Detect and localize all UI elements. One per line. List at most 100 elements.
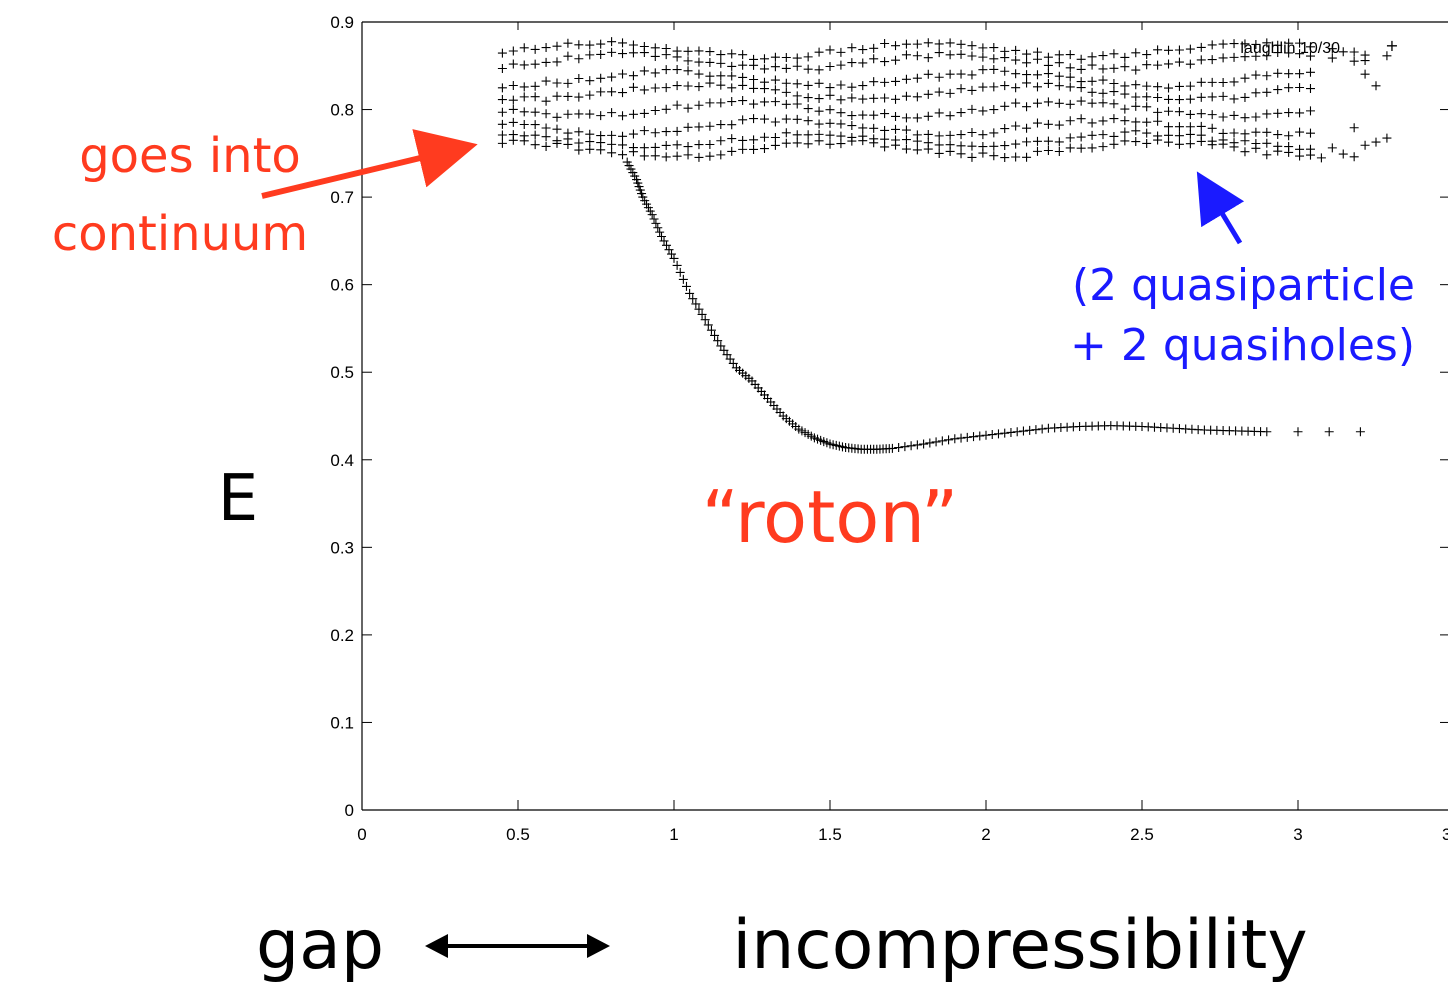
data-point bbox=[923, 138, 933, 148]
data-point bbox=[697, 309, 707, 319]
data-point bbox=[1338, 47, 1348, 57]
data-point bbox=[1043, 60, 1053, 70]
data-point bbox=[1240, 92, 1250, 102]
data-point bbox=[934, 87, 944, 97]
data-point bbox=[1153, 131, 1163, 141]
data-point bbox=[803, 116, 813, 126]
double-arrow-right-head bbox=[587, 934, 610, 958]
data-point bbox=[1164, 59, 1174, 69]
data-point bbox=[1153, 82, 1163, 92]
data-point bbox=[585, 109, 595, 119]
data-point bbox=[1006, 427, 1016, 437]
data-point bbox=[1022, 78, 1032, 88]
data-point bbox=[607, 148, 617, 158]
data-point bbox=[1120, 62, 1130, 72]
data-point bbox=[738, 115, 748, 125]
data-point bbox=[1174, 81, 1184, 91]
data-point bbox=[530, 140, 540, 150]
data-point bbox=[869, 77, 879, 87]
data-point bbox=[1109, 131, 1119, 141]
continuum-arrow bbox=[261, 129, 478, 199]
data-point bbox=[1284, 108, 1294, 118]
data-point bbox=[530, 92, 540, 102]
data-point bbox=[738, 60, 748, 70]
data-point bbox=[1032, 47, 1042, 57]
data-point bbox=[683, 56, 693, 66]
data-point bbox=[923, 129, 933, 139]
data-point bbox=[1131, 48, 1141, 58]
data-point bbox=[1131, 80, 1141, 90]
data-point bbox=[618, 140, 628, 150]
data-point bbox=[956, 84, 966, 94]
data-point bbox=[1218, 53, 1228, 63]
data-point bbox=[1164, 122, 1174, 132]
data-point bbox=[1196, 130, 1206, 140]
data-point bbox=[1371, 137, 1381, 147]
data-point bbox=[661, 127, 671, 137]
data-point bbox=[950, 434, 960, 444]
data-point bbox=[836, 108, 846, 118]
data-point bbox=[713, 336, 723, 346]
data-point bbox=[858, 131, 868, 141]
data-point bbox=[607, 139, 617, 149]
data-point bbox=[1327, 143, 1337, 153]
data-point bbox=[1174, 139, 1184, 149]
data-point bbox=[967, 85, 977, 95]
data-point bbox=[585, 40, 595, 50]
data-point bbox=[770, 140, 780, 150]
data-point bbox=[1349, 56, 1359, 66]
data-point bbox=[978, 82, 988, 92]
data-point bbox=[574, 54, 584, 64]
data-point bbox=[1025, 425, 1035, 435]
data-point bbox=[934, 39, 944, 49]
data-point bbox=[694, 82, 704, 92]
data-point bbox=[1076, 54, 1086, 64]
data-point bbox=[945, 140, 955, 150]
data-point bbox=[792, 91, 802, 101]
data-point bbox=[585, 144, 595, 154]
data-point bbox=[956, 69, 966, 79]
data-point bbox=[814, 47, 824, 57]
data-point bbox=[716, 50, 726, 60]
data-point bbox=[749, 144, 759, 154]
data-point bbox=[681, 281, 691, 291]
data-point bbox=[1251, 51, 1261, 61]
data-point bbox=[1164, 45, 1174, 55]
x-tick-label: 0 bbox=[357, 825, 366, 844]
data-point bbox=[596, 87, 606, 97]
data-point bbox=[1262, 427, 1272, 437]
data-point bbox=[847, 93, 857, 103]
data-point bbox=[1142, 81, 1152, 91]
data-point bbox=[541, 132, 551, 142]
data-point bbox=[1054, 147, 1064, 157]
data-point bbox=[1120, 89, 1130, 99]
data-point bbox=[1218, 39, 1228, 49]
data-point bbox=[1240, 39, 1250, 49]
data-point bbox=[497, 83, 507, 93]
data-point bbox=[639, 85, 649, 95]
data-point bbox=[956, 108, 966, 118]
data-point bbox=[1065, 72, 1075, 82]
data-point bbox=[727, 71, 737, 81]
data-point bbox=[1000, 46, 1010, 56]
data-point bbox=[675, 267, 685, 277]
data-point bbox=[647, 210, 657, 220]
data-point bbox=[803, 93, 813, 103]
data-point bbox=[803, 139, 813, 149]
data-point bbox=[792, 130, 802, 140]
data-point bbox=[770, 75, 780, 85]
data-point bbox=[508, 46, 518, 56]
data-point bbox=[1218, 91, 1228, 101]
data-point bbox=[1153, 107, 1163, 117]
data-point bbox=[981, 430, 991, 440]
data-point bbox=[989, 54, 999, 64]
data-point bbox=[1295, 49, 1305, 59]
data-point bbox=[1153, 60, 1163, 70]
data-point bbox=[781, 53, 791, 63]
data-point bbox=[894, 443, 904, 453]
data-point bbox=[705, 151, 715, 161]
data-point bbox=[891, 41, 901, 51]
data-point bbox=[1109, 63, 1119, 73]
data-point bbox=[683, 103, 693, 113]
data-point bbox=[1262, 150, 1272, 160]
